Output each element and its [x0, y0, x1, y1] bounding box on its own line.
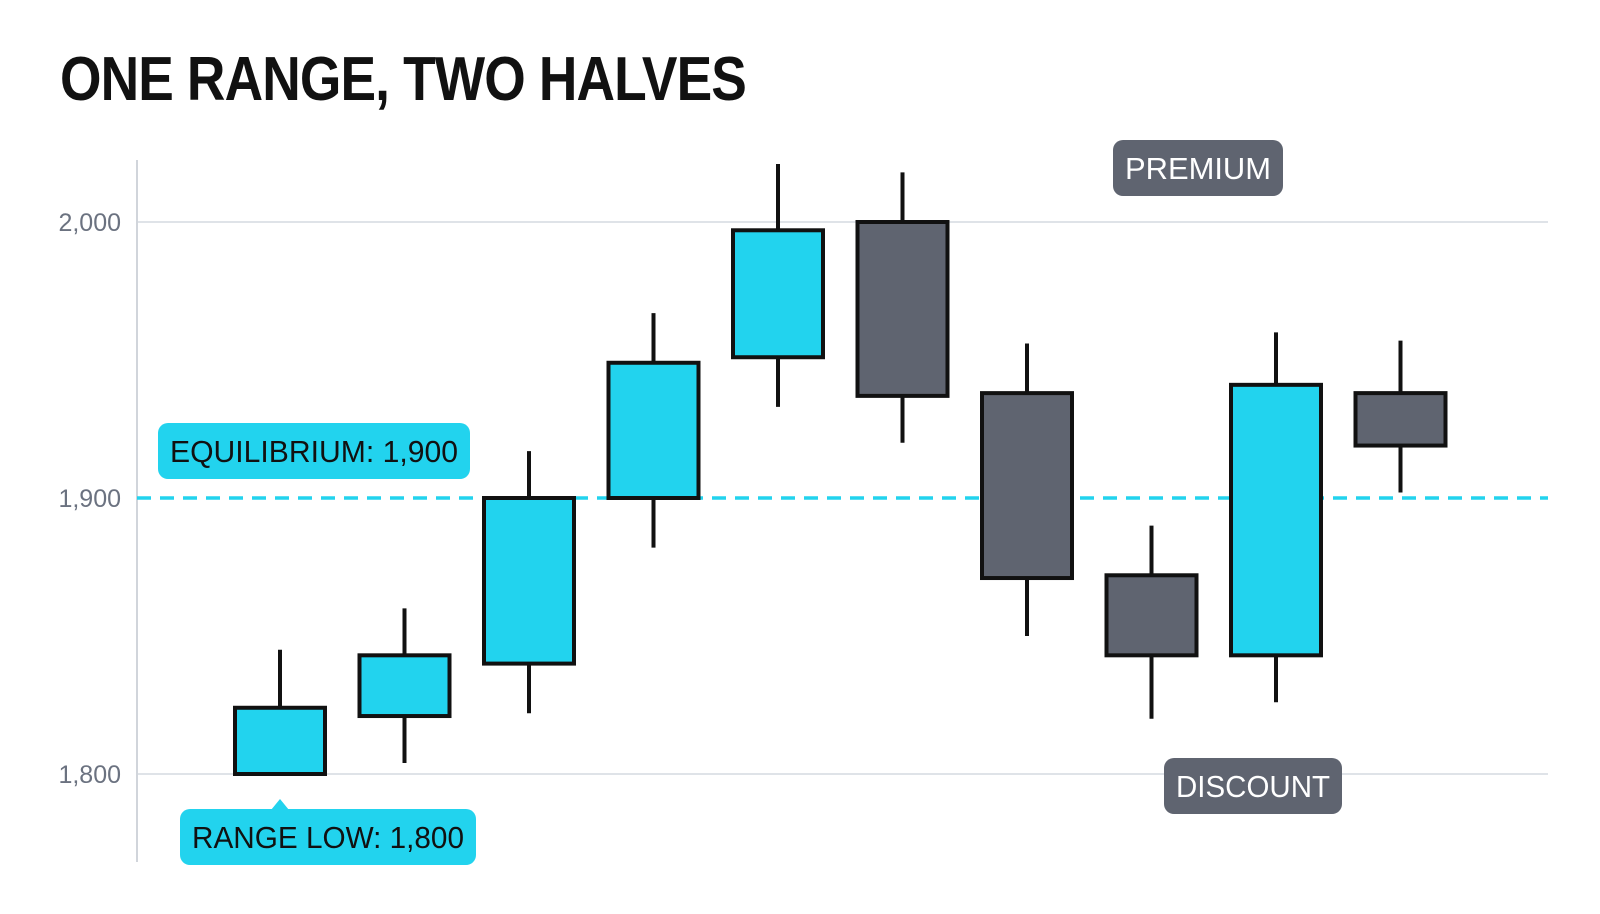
candle: [606, 313, 701, 548]
discount-tag-label: DISCOUNT: [1176, 769, 1330, 804]
range-low-tag-background: [180, 809, 476, 865]
equilibrium-tag: EQUILIBRIUM: 1,900: [158, 423, 470, 479]
range-low-tag-label: RANGE LOW: 1,800: [192, 820, 464, 855]
premium-tag-background: [1113, 140, 1283, 196]
premium-tag-label: PREMIUM: [1125, 151, 1271, 186]
candle: [357, 608, 452, 763]
bullish-candle-body: [606, 360, 701, 501]
equilibrium-tag-label: EQUILIBRIUM: 1,900: [170, 434, 458, 469]
candles-layer: [233, 164, 1448, 777]
bullish-candle-body: [482, 496, 576, 666]
tags-layer: EQUILIBRIUM: 1,900 RANGE LOW: 1,800 PREMIU…: [158, 140, 1342, 865]
range-low-tag: RANGE LOW: 1,800: [180, 799, 476, 865]
bullish-candle-body: [1229, 382, 1323, 658]
bullish-candle-body: [357, 653, 452, 719]
candle: [482, 451, 576, 714]
y-tick-label: 1,800: [58, 761, 121, 789]
y-axis: 1,800 1,900 2,000: [58, 160, 138, 862]
premium-tag: PREMIUM: [1113, 140, 1283, 196]
equilibrium-tag-background: [158, 423, 470, 479]
range-low-tag-pointer: [271, 799, 289, 810]
candle: [855, 172, 950, 443]
bearish-candle-body: [1104, 573, 1199, 658]
bearish-candle-body: [855, 220, 950, 398]
candle: [980, 343, 1074, 636]
bearish-candle-body: [980, 391, 1074, 581]
candle: [731, 164, 825, 407]
bullish-candle-body: [233, 705, 327, 777]
bullish-candle-body: [731, 228, 825, 360]
discount-tag: DISCOUNT: [1164, 758, 1342, 814]
bearish-candle-body: [1353, 391, 1448, 448]
candle: [1353, 340, 1448, 493]
candle: [1229, 332, 1323, 703]
chart-title: ONE RANGE, TWO HALVES: [60, 45, 747, 114]
y-tick-label: 1,900: [58, 485, 121, 513]
y-tick-label: 2,000: [58, 209, 121, 237]
discount-tag-background: [1164, 758, 1342, 814]
candle: [1104, 525, 1199, 719]
candle: [233, 649, 327, 777]
